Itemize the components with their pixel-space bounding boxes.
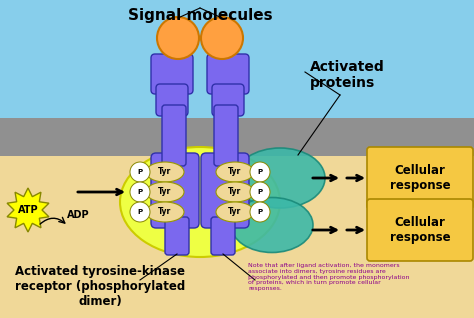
- Text: P: P: [257, 189, 263, 195]
- Ellipse shape: [216, 202, 254, 222]
- Text: Activated
proteins: Activated proteins: [310, 60, 385, 90]
- Ellipse shape: [146, 182, 184, 202]
- Ellipse shape: [146, 202, 184, 222]
- Text: Activated tyrosine-kinase
receptor (phosphorylated
dimer): Activated tyrosine-kinase receptor (phos…: [15, 265, 185, 308]
- FancyBboxPatch shape: [201, 153, 249, 228]
- Circle shape: [130, 202, 150, 222]
- Text: Tyr: Tyr: [228, 168, 242, 176]
- Circle shape: [130, 182, 150, 202]
- Text: Tyr: Tyr: [158, 168, 172, 176]
- Text: Cellular
response: Cellular response: [390, 216, 450, 244]
- FancyBboxPatch shape: [156, 84, 188, 116]
- Circle shape: [130, 162, 150, 182]
- Ellipse shape: [120, 147, 280, 257]
- FancyBboxPatch shape: [207, 54, 249, 94]
- Circle shape: [250, 182, 270, 202]
- Ellipse shape: [201, 17, 243, 59]
- Ellipse shape: [216, 182, 254, 202]
- Circle shape: [250, 162, 270, 182]
- Text: Note that after ligand activation, the monomers
associate into dimers, tyrosine : Note that after ligand activation, the m…: [248, 263, 410, 291]
- Text: Tyr: Tyr: [158, 188, 172, 197]
- Polygon shape: [7, 188, 49, 232]
- Text: P: P: [137, 189, 143, 195]
- FancyBboxPatch shape: [165, 217, 189, 255]
- Bar: [0, 155, 474, 318]
- Ellipse shape: [216, 162, 254, 182]
- Circle shape: [250, 202, 270, 222]
- FancyBboxPatch shape: [151, 54, 193, 94]
- Text: Tyr: Tyr: [228, 208, 242, 217]
- FancyBboxPatch shape: [162, 105, 186, 166]
- Text: P: P: [257, 209, 263, 215]
- Text: ADP: ADP: [67, 210, 89, 220]
- Ellipse shape: [146, 162, 184, 182]
- Text: Cellular
response: Cellular response: [390, 164, 450, 192]
- Bar: [0, 118, 474, 156]
- FancyBboxPatch shape: [211, 217, 235, 255]
- Text: P: P: [137, 209, 143, 215]
- Text: ATP: ATP: [18, 205, 38, 215]
- FancyBboxPatch shape: [212, 84, 244, 116]
- Text: P: P: [137, 169, 143, 175]
- Text: Signal molecules: Signal molecules: [128, 8, 272, 23]
- FancyBboxPatch shape: [367, 147, 473, 209]
- FancyBboxPatch shape: [214, 105, 238, 166]
- Ellipse shape: [157, 17, 199, 59]
- Ellipse shape: [231, 197, 313, 252]
- Text: P: P: [257, 169, 263, 175]
- Text: Tyr: Tyr: [228, 188, 242, 197]
- Text: Tyr: Tyr: [158, 208, 172, 217]
- FancyBboxPatch shape: [367, 199, 473, 261]
- Ellipse shape: [235, 148, 325, 208]
- Bar: [0, 0, 474, 155]
- FancyBboxPatch shape: [151, 153, 199, 228]
